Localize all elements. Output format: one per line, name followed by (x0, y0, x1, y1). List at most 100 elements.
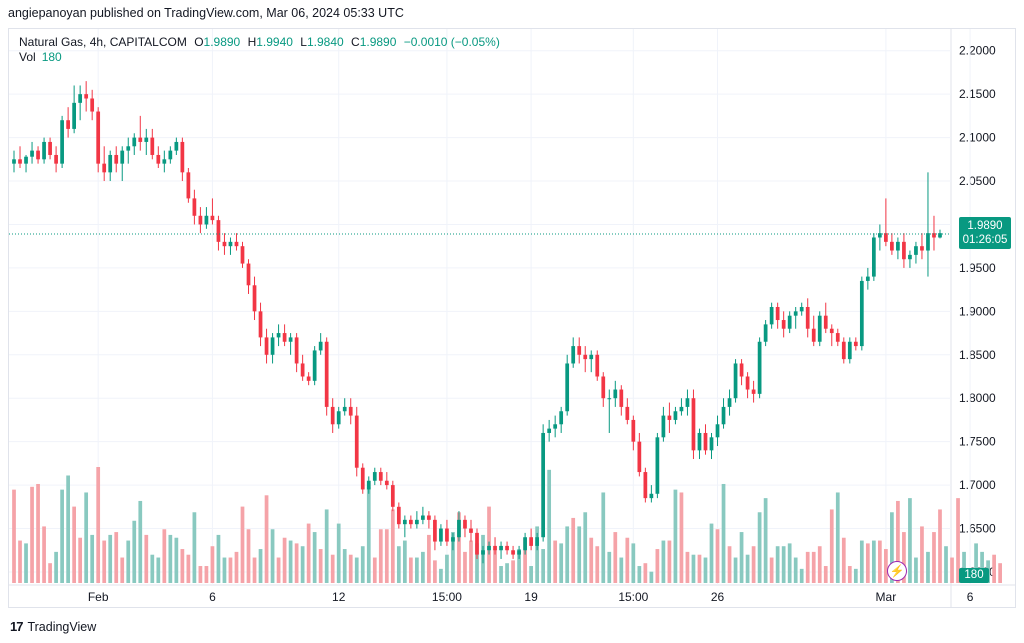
candle-body (529, 537, 533, 546)
candle-body (258, 311, 263, 338)
candle-body (445, 528, 449, 542)
candle-body (427, 515, 431, 520)
volume-bar (571, 517, 576, 583)
candle-body (108, 154, 113, 173)
candle-body (102, 163, 107, 173)
candle-body (673, 411, 678, 420)
candle-body (252, 285, 257, 312)
volume-bar (378, 529, 383, 583)
x-tick-label: 15:00 (618, 590, 648, 604)
publish-caption: angiepanoyan published on TradingView.co… (8, 6, 404, 20)
candle-body (523, 537, 527, 551)
volume-bar (138, 500, 143, 583)
candle-body (222, 241, 227, 247)
candle-body (180, 141, 185, 173)
y-tick-label: 1.9500 (959, 261, 996, 275)
candle-body (30, 150, 34, 157)
volume-bar (787, 543, 792, 583)
volume-bar (433, 560, 437, 583)
volume-bar (108, 534, 113, 583)
volume-bar (751, 546, 756, 583)
candle-body (72, 102, 76, 129)
volume-bar (781, 546, 786, 583)
volume-bar (505, 563, 509, 583)
volume-bar (402, 540, 407, 583)
candle-body (721, 406, 726, 425)
candle-body (505, 545, 509, 551)
x-tick-label: Mar (876, 590, 897, 604)
x-tick-label: 6 (967, 590, 974, 604)
volume-bar (523, 537, 527, 583)
candle-body (703, 432, 708, 451)
volume-bar (42, 526, 46, 583)
volume-bar (469, 540, 473, 583)
price-chart[interactable]: 2.20002.15002.10002.05002.00001.95001.90… (9, 29, 1016, 608)
x-tick-label: 12 (332, 590, 346, 604)
candle-body (384, 480, 389, 486)
chart-pane[interactable]: 2.20002.15002.10002.05002.00001.95001.90… (8, 28, 1016, 608)
candle-body (354, 415, 359, 468)
volume-bar (54, 551, 58, 583)
candle-body (577, 346, 582, 355)
candle-body (727, 398, 732, 407)
volume-bar (655, 549, 660, 583)
candle-body (511, 550, 515, 555)
volume-bar (282, 537, 287, 583)
candle-body (300, 363, 305, 377)
candle-body (691, 398, 696, 451)
candle-body (204, 215, 209, 225)
candle-body (643, 472, 648, 499)
candle-body (667, 415, 672, 420)
candle-body (276, 333, 281, 338)
volume-bar (390, 509, 395, 583)
volume-bar (90, 534, 95, 583)
candle-body (288, 337, 293, 342)
volume-bar (354, 557, 359, 583)
candle-body (829, 328, 834, 334)
candle-body (793, 311, 798, 316)
volume-bar (60, 489, 64, 583)
candle-body (739, 363, 744, 377)
volume-bar (667, 540, 672, 583)
candle-body (36, 150, 40, 160)
volume-bar (288, 540, 293, 583)
candle-body (823, 315, 828, 329)
lightning-icon[interactable]: ⚡ (887, 561, 907, 581)
candle-body (878, 233, 882, 238)
volume-bar (66, 475, 70, 583)
volume-bar (228, 557, 233, 583)
candle-body (306, 376, 311, 381)
candle-body (12, 159, 16, 164)
candle-body (451, 537, 455, 542)
volume-legend: Vol 180 (19, 50, 62, 64)
candle-body (835, 333, 840, 342)
volume-bar (673, 489, 678, 583)
volume-bar (541, 549, 546, 583)
candle-body (168, 150, 173, 160)
candle-body (805, 307, 810, 329)
volume-bar (739, 532, 744, 583)
volume-bar (216, 534, 221, 583)
volume-bar (559, 543, 564, 583)
volume-bar (829, 509, 834, 583)
candle-body (216, 220, 221, 242)
y-tick-label: 1.9000 (959, 304, 996, 318)
candle-body (733, 363, 738, 399)
candle-body (799, 307, 804, 312)
volume-bar (475, 543, 479, 583)
candle-body (841, 341, 846, 360)
volume-bar (902, 532, 906, 583)
candle-body (769, 307, 774, 325)
volume-bar (835, 492, 840, 583)
candle-body (709, 437, 714, 451)
last-volume-tag: 180 (959, 568, 989, 583)
volume-bar (811, 551, 816, 583)
volume-bar (210, 546, 215, 583)
volume-bar (24, 543, 28, 583)
volume-bar (631, 543, 636, 583)
volume-bar (625, 537, 630, 583)
candle-body (595, 354, 600, 377)
high-label: H (247, 35, 257, 49)
candle-body (619, 389, 624, 407)
candle-body (78, 94, 83, 103)
